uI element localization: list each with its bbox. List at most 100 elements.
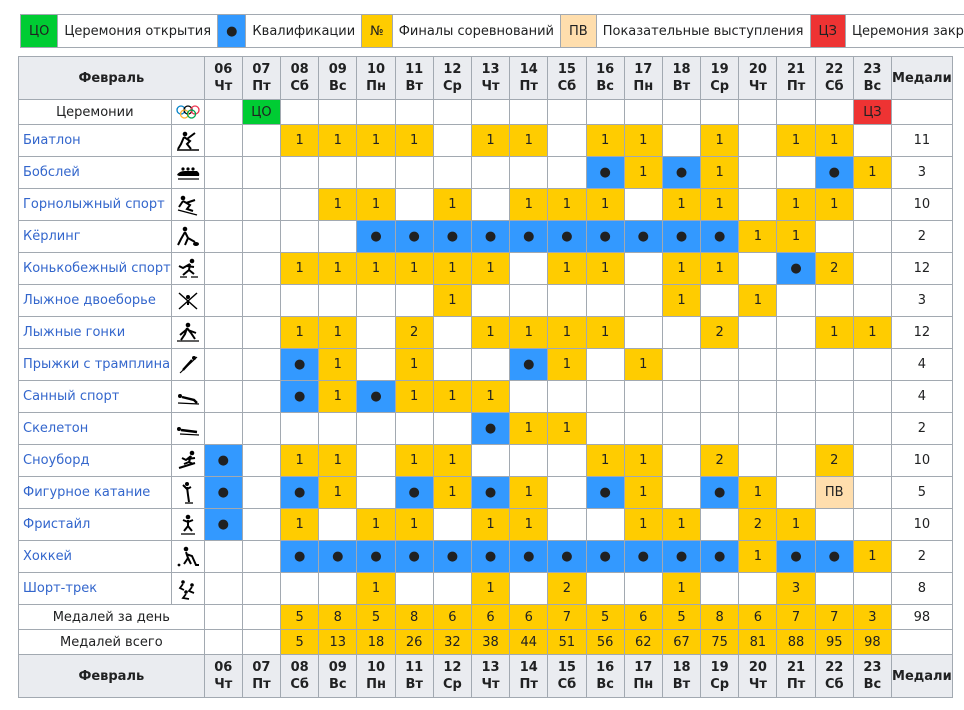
- event-cell: [318, 156, 358, 189]
- event-cell: 1: [547, 252, 587, 285]
- event-cell: [203, 572, 243, 605]
- ski-jumping-icon: [170, 348, 205, 381]
- day-weekday: Пт: [519, 677, 538, 692]
- event-cell: 1: [432, 284, 472, 317]
- legend-swatch-oc: ЦО: [19, 14, 59, 48]
- event-cell: 1: [394, 124, 434, 157]
- event-cell: 1: [623, 508, 663, 541]
- day-number: 07: [252, 660, 271, 675]
- sport-medal-total: 11: [891, 124, 953, 157]
- sport-name-cell: Фигурное катание: [18, 476, 172, 509]
- sport-link[interactable]: Бобслей: [23, 165, 80, 180]
- sport-name-cell: Сноуборд: [18, 444, 172, 477]
- event-cell: 1: [356, 572, 396, 605]
- event-cell: [814, 380, 854, 413]
- day-header-15: 15 Сб: [547, 654, 587, 698]
- day-weekday: Чт: [748, 677, 767, 692]
- sport-link[interactable]: Биатлон: [23, 133, 81, 148]
- sport-name-cell: Горнолыжный спорт: [18, 188, 172, 221]
- sport-link[interactable]: Фигурное катание: [23, 485, 151, 500]
- sport-link[interactable]: Фристайл: [23, 517, 91, 532]
- day-weekday: Чт: [481, 677, 500, 692]
- event-cell: [852, 508, 893, 541]
- sport-link[interactable]: Скелетон: [23, 421, 89, 436]
- event-cell: 1: [470, 508, 511, 541]
- event-cell: ●: [509, 220, 549, 253]
- day-header-14: 14 Пт: [509, 654, 549, 698]
- ceremony-cell: [776, 99, 816, 125]
- sport-name-cell: Санный спорт: [18, 380, 172, 413]
- sport-link[interactable]: Лыжное двоеборье: [23, 293, 156, 308]
- day-number: 13: [481, 62, 500, 77]
- ceremony-cell: [432, 99, 472, 125]
- event-cell: [738, 188, 778, 221]
- event-cell: 1: [356, 124, 396, 157]
- event-cell: [280, 572, 320, 605]
- sport-link[interactable]: Хоккей: [23, 549, 73, 564]
- event-cell: [547, 508, 587, 541]
- event-cell: [203, 380, 243, 413]
- day-weekday: Пн: [366, 79, 386, 94]
- cumulative-medals-cell: 51: [547, 629, 587, 655]
- event-cell: [356, 316, 396, 349]
- sport-link[interactable]: Горнолыжный спорт: [23, 197, 165, 212]
- event-cell: [585, 348, 625, 381]
- event-cell: [432, 572, 472, 605]
- event-cell: ●: [470, 476, 511, 509]
- day-weekday: Вс: [596, 79, 614, 94]
- day-weekday: Чт: [214, 677, 233, 692]
- event-cell: ●: [356, 220, 396, 253]
- event-cell: 1: [280, 124, 320, 157]
- event-cell: ●: [700, 220, 740, 253]
- event-cell: [432, 348, 472, 381]
- event-cell: [241, 188, 282, 221]
- daily-medals-cell: 6: [623, 604, 663, 630]
- event-cell: 1: [470, 380, 511, 413]
- sport-link[interactable]: Прыжки с трамплина: [23, 357, 171, 372]
- daily-medals-cell: 5: [280, 604, 320, 630]
- day-header-13: 13 Чт: [470, 56, 511, 100]
- cumulative-medals-cell: 38: [470, 629, 511, 655]
- sport-link[interactable]: Лыжные гонки: [23, 325, 126, 340]
- event-cell: 1: [432, 476, 472, 509]
- sport-link[interactable]: Шорт-трек: [23, 581, 98, 596]
- legend-label-cc: Церемония закрытия: [844, 14, 964, 48]
- event-cell: 1: [623, 156, 663, 189]
- speed-skating-icon: [170, 252, 205, 285]
- event-cell: 1: [470, 316, 511, 349]
- event-cell: ●: [776, 252, 816, 285]
- cumulative-medals-label: Медалей всего: [18, 629, 205, 655]
- event-cell: 1: [394, 444, 434, 477]
- day-number: 23: [863, 62, 882, 77]
- event-cell: ●: [203, 508, 243, 541]
- day-weekday: Чт: [481, 79, 500, 94]
- event-cell: 1: [394, 380, 434, 413]
- event-cell: 1: [356, 188, 396, 221]
- daily-medals-cell: 5: [356, 604, 396, 630]
- day-weekday: Вс: [863, 79, 882, 94]
- alpine-skiing-icon: [170, 188, 205, 221]
- sport-link[interactable]: Санный спорт: [23, 389, 120, 404]
- cumulative-medals-cell: 98: [852, 629, 893, 655]
- event-cell: 1: [776, 124, 816, 157]
- event-cell: 1: [852, 316, 893, 349]
- ice-hockey-icon: [170, 540, 205, 573]
- event-cell: [852, 572, 893, 605]
- sport-link[interactable]: Сноуборд: [23, 453, 90, 468]
- event-cell: [661, 476, 702, 509]
- sport-name-cell: Шорт-трек: [18, 572, 172, 605]
- sport-link[interactable]: Кёрлинг: [23, 229, 81, 244]
- event-cell: 1: [318, 188, 358, 221]
- legend-label-fi: Финалы соревнований: [391, 14, 562, 48]
- day-weekday: Сб: [557, 677, 577, 692]
- event-cell: [585, 380, 625, 413]
- event-cell: 1: [661, 508, 702, 541]
- figure-skating-icon: [170, 476, 205, 509]
- event-cell: [203, 124, 243, 157]
- event-cell: 1: [394, 252, 434, 285]
- event-cell: 2: [700, 316, 740, 349]
- sport-link[interactable]: Конькобежный спорт: [23, 261, 171, 276]
- header-bottom-row: Февраль 06 Чт 07 Пт 08 Сб 09 Вс 10 Пн 11 Вт 12 Ср 13 Чт 1…: [18, 654, 953, 698]
- event-cell: [203, 156, 243, 189]
- event-cell: [318, 572, 358, 605]
